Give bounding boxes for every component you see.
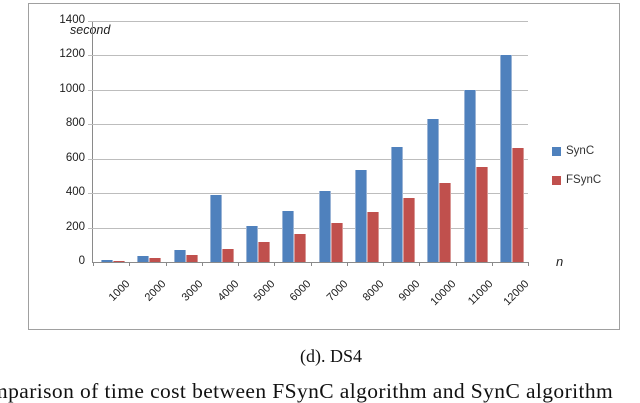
bar-sync-2000 [137,255,150,262]
x-tick-label: 9000 [396,278,423,304]
legend-swatch-sync [552,146,561,156]
y-tick-label: 200 [65,220,85,233]
gridline [88,21,528,22]
legend-label-fsync: FSynC [566,174,602,186]
plot-area [88,21,529,266]
bar-group-7000 [311,21,347,262]
bar-sync-10000 [427,119,440,262]
bar-sync-7000 [318,191,331,262]
bar-group-3000 [166,21,202,262]
bar-group-8000 [347,21,383,262]
x-tick-label: 8000 [360,278,387,304]
bar-fsync-7000 [330,223,343,262]
bar-sync-4000 [209,194,222,262]
bar-fsync-10000 [439,182,452,262]
gridline [88,124,528,126]
legend-item-sync: SynC [552,145,601,157]
bar-fsync-9000 [403,198,416,262]
bar-sync-9000 [391,146,404,262]
x-tick-label: 10000 [428,278,459,309]
x-axis-title: n [556,254,564,269]
y-tick-label: 800 [65,117,85,130]
bar-group-11000 [456,21,492,262]
legend-item-fsync: FSynC [552,174,601,186]
bar-fsync-2000 [149,258,162,262]
gridline [88,158,528,160]
bar-sync-3000 [173,250,186,262]
x-axis-tick [274,262,276,266]
figure-subcaption: (d). DS4 [300,346,362,366]
x-tick-label: 7000 [324,278,351,304]
bars-container [93,21,528,262]
x-tick-label: 6000 [288,278,314,304]
bar-group-9000 [383,21,419,262]
bar-group-12000 [492,21,528,262]
y-tick-label: 400 [65,186,85,199]
gridline [88,55,528,57]
legend-swatch-fsync [552,175,561,185]
legend: SynC FSynC [552,145,601,186]
bar-fsync-5000 [258,241,271,262]
bar-fsync-8000 [366,212,379,262]
bar-sync-11000 [463,89,476,262]
bar-fsync-4000 [221,248,234,262]
bar-group-5000 [238,21,274,262]
bar-group-6000 [274,21,310,262]
x-axis-tick [346,262,348,266]
x-axis-tick [201,262,203,266]
x-axis-tick [383,262,384,266]
x-tick-label: 2000 [143,278,169,304]
x-tick-label: 3000 [179,278,206,304]
x-tick-label: 1000 [106,278,133,304]
y-tick-label: 600 [65,151,85,164]
x-axis-tick [419,262,421,266]
bar-fsync-3000 [185,255,198,262]
gridline [88,227,528,229]
y-axis-title: second [70,23,111,37]
x-axis-tick [93,262,94,266]
x-tick-label: 4000 [215,278,242,304]
y-tick-label: 1200 [59,48,85,61]
bar-fsync-1000 [113,261,126,262]
bar-group-1000 [93,21,129,262]
x-axis-tick [129,262,131,266]
bar-sync-8000 [354,169,367,262]
bar-group-2000 [129,21,165,262]
x-axis-tick [455,262,457,266]
bar-fsync-6000 [294,233,307,262]
y-tick-label: 1000 [59,82,85,95]
clipped-caption-text: mparison of time cost between FSynC algo… [0,379,614,403]
x-tick-label: 12000 [501,278,532,309]
x-axis-tick [238,262,239,266]
y-tick-label: 1400 [59,14,85,26]
bar-fsync-11000 [475,167,488,262]
bar-sync-5000 [246,225,259,262]
x-tick-label: 11000 [465,278,496,308]
bar-sync-6000 [282,211,295,262]
gridline [88,193,528,195]
x-axis-tick [310,262,312,266]
chart-frame: second 1400 1200 1000 800 600 400 200 0 1000 200… [28,3,620,330]
gridline [88,89,528,91]
x-axis-tick [165,262,167,266]
x-axis-tick [491,262,493,266]
bar-fsync-12000 [511,147,524,262]
x-tick-label: 5000 [251,278,278,304]
bar-sync-12000 [499,55,512,262]
bar-sync-1000 [101,260,114,262]
bar-group-4000 [202,21,238,262]
x-axis-tick [528,262,529,266]
legend-label-sync: SynC [566,145,595,157]
y-tick-label: 0 [78,255,85,267]
bar-group-10000 [419,21,455,262]
